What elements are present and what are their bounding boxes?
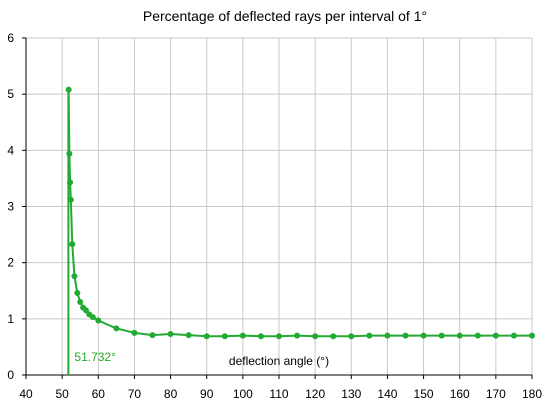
x-tick-label: 130: [341, 387, 361, 401]
data-point: [492, 332, 499, 339]
data-point: [131, 329, 138, 336]
data-point: [510, 332, 517, 339]
data-point: [95, 317, 102, 324]
data-point: [456, 332, 463, 339]
x-tick-label: 160: [450, 387, 470, 401]
y-tick-label: 1: [7, 312, 14, 326]
x-tick-label: 80: [164, 387, 178, 401]
minimum-deflection-label: 51.732°: [74, 350, 116, 364]
data-point: [113, 325, 120, 332]
data-point: [384, 332, 391, 339]
data-point: [402, 332, 409, 339]
data-point: [89, 314, 96, 321]
data-point: [221, 333, 228, 340]
data-point: [167, 330, 174, 337]
x-tick-label: 110: [269, 387, 288, 401]
data-point: [529, 332, 535, 339]
data-point: [66, 150, 73, 157]
data-point: [330, 333, 337, 340]
y-tick-label: 0: [7, 368, 14, 382]
grid-lines: [25, 37, 533, 376]
y-tick-label: 2: [7, 256, 14, 270]
y-tick-label: 5: [7, 87, 14, 101]
x-tick-label: 150: [414, 387, 434, 401]
data-point: [149, 332, 156, 339]
x-axis-label: deflection angle (°): [229, 354, 329, 368]
data-point: [474, 332, 481, 339]
x-tick-label: 70: [128, 387, 142, 401]
x-tick-labels: 40 50 60 70 80 90 100 110 120 130 140 150 160 170 180: [19, 387, 542, 401]
x-tick-label: 50: [55, 387, 69, 401]
data-point: [294, 332, 301, 339]
data-point: [438, 332, 445, 339]
x-tick-label: 120: [305, 387, 325, 401]
data-point: [74, 289, 81, 296]
chart-title: Percentage of deflected rays per interva…: [143, 8, 427, 24]
data-point: [67, 196, 74, 203]
data-point: [69, 241, 76, 248]
x-tick-label: 90: [200, 387, 214, 401]
data-point: [77, 298, 84, 305]
y-tick-label: 3: [7, 200, 14, 214]
y-tick-label: 4: [7, 143, 14, 157]
x-tick-label: 170: [486, 387, 506, 401]
series-line: [65, 86, 535, 340]
data-point: [312, 333, 319, 340]
y-tick-label: 6: [7, 31, 14, 45]
y-tick-labels: 0 1 2 3 4 5 6: [7, 31, 14, 382]
data-point: [239, 332, 246, 339]
data-point: [67, 179, 74, 186]
data-point: [420, 332, 427, 339]
data-point: [203, 333, 210, 340]
data-point: [276, 333, 282, 340]
x-tick-label: 180: [522, 387, 542, 401]
data-point: [185, 332, 192, 339]
data-point: [71, 273, 78, 280]
x-tick-label: 60: [92, 387, 106, 401]
data-point: [65, 86, 72, 93]
data-point: [257, 333, 264, 340]
axes: [22, 37, 533, 379]
data-point: [348, 333, 355, 340]
x-tick-label: 100: [233, 387, 253, 401]
data-point: [366, 332, 373, 339]
x-tick-label: 140: [377, 387, 397, 401]
series-line-path: [67, 89, 532, 338]
x-tick-label: 40: [19, 387, 33, 401]
